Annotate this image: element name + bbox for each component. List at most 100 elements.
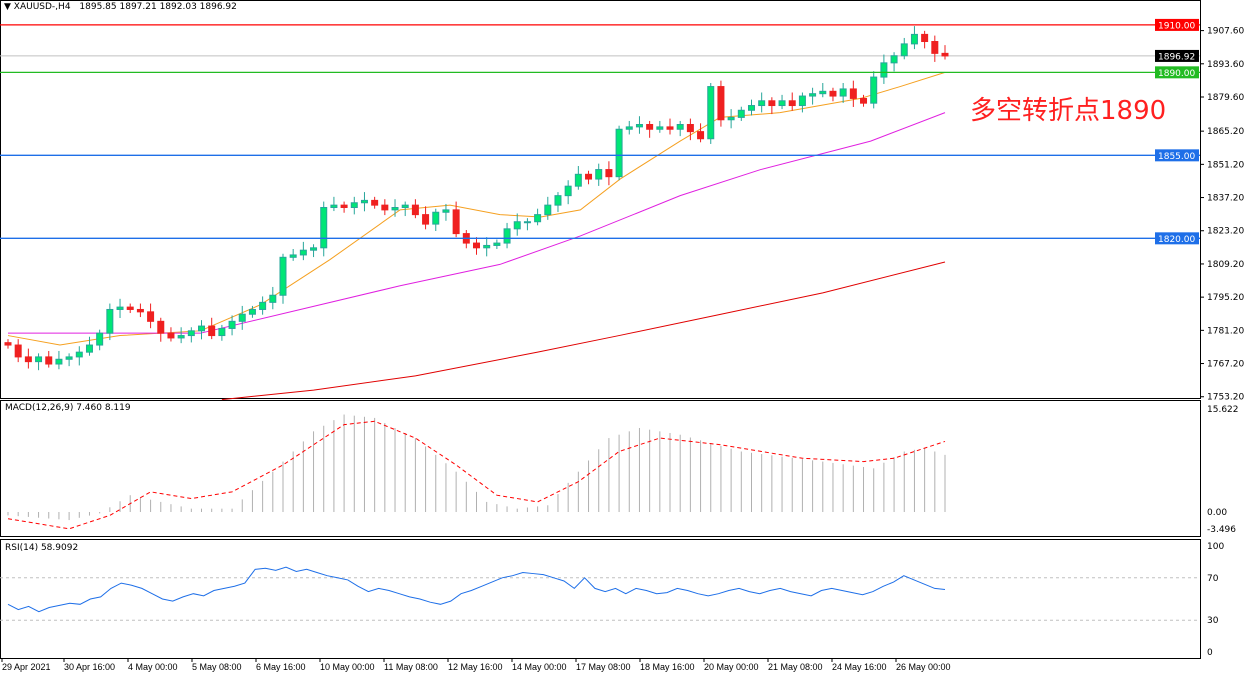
candle-body bbox=[116, 306, 124, 310]
candle-body bbox=[401, 204, 409, 209]
candle-body bbox=[727, 116, 735, 121]
main-pane bbox=[0, 0, 1201, 399]
candle-body bbox=[900, 43, 908, 57]
candle-body bbox=[106, 308, 114, 334]
candle-body bbox=[483, 244, 491, 249]
candle-body bbox=[595, 169, 603, 180]
candle-body bbox=[676, 124, 684, 130]
time-axis-label: 6 May 16:00 bbox=[256, 662, 306, 672]
candle-body bbox=[75, 351, 83, 358]
time-axis-label: 11 May 08:00 bbox=[384, 662, 438, 672]
candle-body bbox=[330, 204, 338, 209]
time-axis-label: 26 May 00:00 bbox=[896, 662, 951, 672]
price-level-tag bbox=[1155, 66, 1199, 79]
moving-average-line bbox=[7, 71, 946, 346]
candle-body bbox=[187, 330, 195, 337]
candle-body bbox=[310, 247, 318, 251]
candle-body bbox=[788, 100, 796, 107]
candle-body bbox=[910, 33, 918, 45]
candle-body bbox=[14, 344, 22, 358]
candle-body bbox=[554, 195, 562, 206]
candle-body bbox=[136, 308, 144, 313]
candle-body bbox=[279, 256, 287, 296]
y-tick-label: 1851.20 bbox=[1207, 160, 1244, 170]
macd-signal-line bbox=[7, 420, 946, 530]
candle-body bbox=[177, 335, 185, 339]
candle-body bbox=[411, 204, 419, 216]
candle-body bbox=[717, 86, 725, 121]
time-axis-label: 18 May 16:00 bbox=[640, 662, 695, 672]
collapse-arrow-icon[interactable]: ▼ bbox=[4, 2, 11, 12]
candle-body bbox=[758, 100, 766, 107]
time-axis-label: 10 May 00:00 bbox=[320, 662, 375, 672]
candle-body bbox=[381, 204, 389, 211]
candle-body bbox=[809, 93, 817, 97]
candle-body bbox=[299, 249, 307, 256]
macd-tick-label: 15.622 bbox=[1207, 405, 1239, 415]
candle-body bbox=[747, 105, 755, 111]
current-price-label: 1896.92 bbox=[1158, 52, 1195, 62]
y-tick-label: 1781.20 bbox=[1207, 326, 1244, 336]
candle-body bbox=[24, 356, 32, 363]
candle-body bbox=[198, 325, 206, 332]
candle-body bbox=[493, 242, 501, 246]
rsi-tick-label: 30 bbox=[1207, 616, 1219, 626]
candle-body bbox=[534, 214, 542, 223]
candle-body bbox=[585, 173, 593, 180]
time-axis-label: 4 May 00:00 bbox=[128, 662, 178, 672]
candle-body bbox=[208, 325, 216, 337]
candle-body bbox=[360, 199, 368, 204]
candle-body bbox=[218, 327, 226, 337]
rsi-tick-label: 70 bbox=[1207, 574, 1219, 584]
price-level-label: 1910.00 bbox=[1158, 21, 1195, 31]
candle-body bbox=[503, 228, 511, 244]
candle-body bbox=[85, 344, 93, 353]
candle-body bbox=[880, 62, 888, 78]
time-axis-label: 29 Apr 2021 bbox=[2, 662, 51, 672]
y-tick-label: 1907.60 bbox=[1207, 27, 1244, 37]
candle-body bbox=[574, 173, 582, 187]
macd-title: MACD(12,26,9) 7.460 8.119 bbox=[5, 403, 131, 413]
candle-body bbox=[890, 55, 898, 64]
ohlc-values: 1895.85 1897.21 1892.03 1896.92 bbox=[79, 2, 237, 12]
candle-body bbox=[686, 124, 694, 133]
candle-body bbox=[371, 199, 379, 206]
candle-body bbox=[870, 76, 878, 104]
rsi-line bbox=[7, 566, 946, 613]
candle-body bbox=[157, 320, 165, 334]
candle-body bbox=[248, 308, 256, 315]
symbol-label: XAUUSD-,H4 bbox=[13, 2, 71, 12]
current-price-tag bbox=[1155, 49, 1199, 62]
chart-header: ▼ XAUUSD-,H4 1895.85 1897.21 1892.03 189… bbox=[4, 2, 237, 12]
candle-body bbox=[391, 207, 399, 211]
candle-body bbox=[778, 100, 786, 107]
candle-body bbox=[941, 52, 949, 57]
candle-body bbox=[697, 131, 705, 140]
y-tick-label: 1865.20 bbox=[1207, 127, 1244, 137]
candle-body bbox=[523, 221, 531, 224]
candle-body bbox=[625, 126, 633, 130]
candle-body bbox=[350, 202, 358, 209]
candle-body bbox=[921, 33, 929, 43]
candle-body bbox=[147, 311, 155, 322]
candle-body bbox=[259, 301, 267, 310]
candle-body bbox=[666, 126, 674, 130]
time-axis-label: 24 May 16:00 bbox=[832, 662, 887, 672]
candle-body bbox=[839, 88, 847, 97]
candle-body bbox=[513, 221, 521, 230]
candle-body bbox=[635, 124, 643, 128]
candle-body bbox=[656, 126, 664, 130]
candle-body bbox=[432, 211, 440, 225]
y-tick-label: 1837.20 bbox=[1207, 194, 1244, 204]
candle-body bbox=[737, 109, 745, 118]
candle-body bbox=[473, 242, 480, 249]
candle-body bbox=[605, 169, 613, 178]
candle-body bbox=[931, 41, 939, 54]
candle-body bbox=[849, 88, 857, 99]
time-axis-label: 30 Apr 16:00 bbox=[64, 662, 115, 672]
candle-body bbox=[340, 204, 348, 209]
y-tick-label: 1823.20 bbox=[1207, 227, 1244, 237]
candle-body bbox=[860, 97, 868, 104]
candle-body bbox=[442, 209, 450, 213]
